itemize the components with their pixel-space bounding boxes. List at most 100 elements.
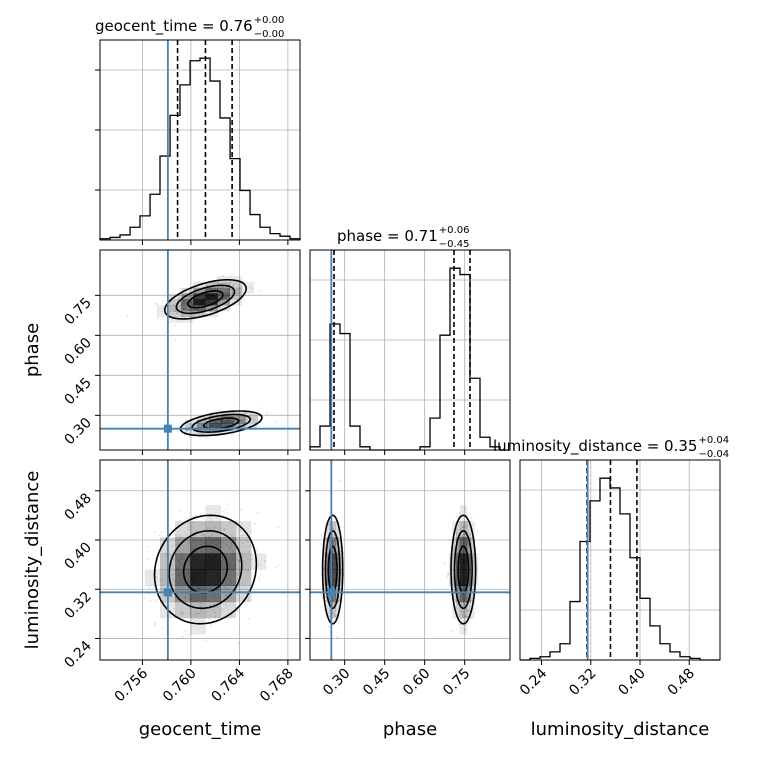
density-cell [459, 553, 464, 570]
xlabel-geocent_time: geocent_time [139, 719, 262, 740]
sample-point [235, 558, 238, 561]
density-cell [193, 299, 206, 306]
density-cell [184, 423, 198, 428]
sample-point [185, 533, 188, 536]
density-cell [338, 537, 342, 554]
density-cell [463, 521, 468, 538]
sample-point [464, 615, 467, 618]
sample-point [255, 549, 258, 552]
density-cell [245, 419, 258, 424]
density-cell [209, 419, 222, 424]
density-cell [209, 430, 222, 435]
sample-point [464, 623, 467, 626]
sample-point [323, 567, 326, 570]
sample-point [222, 528, 225, 531]
sample-point [334, 598, 337, 601]
sample-point [332, 528, 335, 530]
sample-point [217, 282, 220, 285]
xtick-label-geocent_time: 0.764 [209, 665, 249, 705]
density-cell [217, 299, 230, 306]
truth-point-geocent_time-phase [163, 424, 172, 433]
sample-point [230, 545, 233, 547]
density-cell [456, 585, 460, 603]
density-cell [181, 299, 194, 306]
sample-point [158, 568, 161, 571]
sample-point [205, 424, 208, 426]
sample-point [221, 541, 224, 544]
title-luminosity_distance-plus: +0.04 [698, 435, 729, 446]
sample-point [154, 302, 157, 305]
sample-point [258, 564, 261, 566]
density-cell [181, 316, 194, 323]
sample-point [230, 281, 232, 284]
sample-point [214, 615, 217, 618]
sample-point [337, 578, 340, 581]
density-cell [470, 601, 475, 619]
density-cell [250, 553, 267, 570]
sample-point [197, 425, 200, 428]
sample-point [243, 534, 246, 536]
sample-point [211, 531, 214, 534]
sample-point [194, 424, 197, 427]
density-cell [459, 504, 464, 522]
sample-point [234, 419, 237, 422]
sample-point [188, 541, 191, 544]
sample-point [462, 527, 465, 529]
title-geocent_time-main: geocent_time = 0.76 [95, 17, 253, 36]
sample-point [238, 569, 241, 571]
sample-point [184, 597, 187, 599]
sample-point [225, 540, 227, 543]
density-cell [233, 416, 246, 420]
sample-point [149, 584, 152, 587]
sample-point [179, 535, 182, 538]
sample-point [332, 541, 335, 544]
sample-point [188, 525, 191, 528]
sample-point [206, 424, 209, 427]
contour-phase-luminosity_distance-2 [457, 545, 470, 594]
density-cell [332, 537, 336, 554]
sample-point [467, 609, 470, 611]
sample-point [179, 509, 182, 512]
sample-point [242, 542, 245, 545]
hist-geocent_time-frame [99, 39, 301, 241]
sample-point [230, 543, 233, 545]
sample-point [188, 296, 191, 298]
sample-point [456, 528, 459, 531]
sample-point [333, 601, 335, 604]
panel-geocent_time-luminosity_distance-content [143, 503, 280, 645]
density-cell [220, 585, 237, 603]
sample-point [204, 639, 207, 642]
density-cell [181, 305, 194, 312]
sample-point [254, 522, 256, 525]
contour-geocent_time-phase-2 [202, 417, 240, 430]
sample-point [248, 618, 251, 620]
density-cell [193, 311, 206, 318]
sample-point [196, 612, 199, 614]
density-cell [459, 521, 464, 538]
sample-point [461, 525, 464, 528]
sample-point [173, 557, 175, 560]
xtick-label-geocent_time: 0.756 [112, 665, 152, 705]
sample-point [461, 615, 464, 617]
sample-point [176, 312, 179, 315]
sample-point [244, 545, 247, 548]
sample-point [234, 538, 237, 541]
sample-point [461, 535, 464, 538]
density-cell [456, 521, 460, 538]
sample-point [214, 611, 216, 614]
sample-point [466, 525, 469, 528]
panel-phase-luminosity_distance-content [319, 480, 479, 639]
ytick-label-phase: 0.60 [61, 335, 94, 368]
sample-point [209, 516, 212, 519]
density-cell [205, 281, 218, 288]
density-cell [220, 569, 237, 586]
sample-point [333, 544, 336, 546]
sample-point [176, 311, 179, 314]
sample-point [463, 533, 465, 536]
density-cell [184, 419, 198, 424]
sample-point [274, 421, 277, 423]
density-cell [175, 537, 191, 554]
sample-point [188, 436, 191, 438]
sample-point [250, 413, 253, 415]
density-cell [245, 416, 258, 420]
